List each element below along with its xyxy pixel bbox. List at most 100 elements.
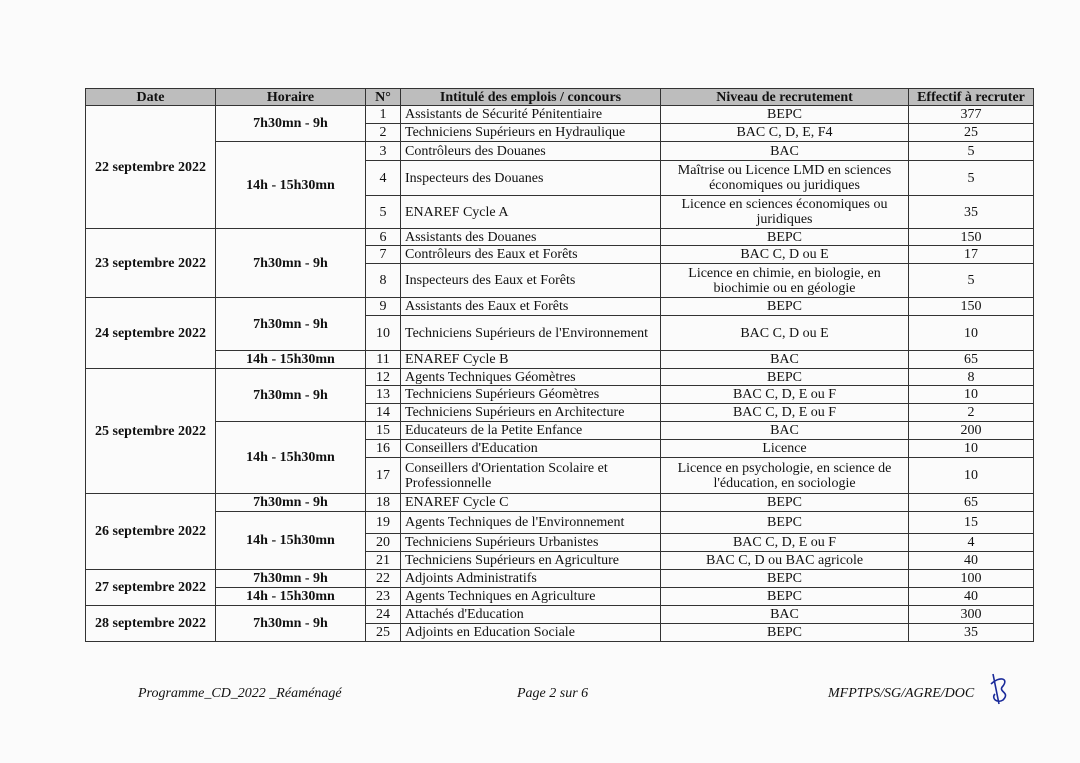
number-cell: 6 xyxy=(365,228,401,246)
table-row: 20 Techniciens Supérieurs Urbanistes BAC C… xyxy=(86,533,1034,552)
number-cell: 11 xyxy=(365,350,401,369)
number-cell: 12 xyxy=(365,368,401,386)
job-title-cell: Adjoints Administratifs xyxy=(400,569,661,588)
job-title-cell: Conseillers d'Orientation Scolaire et Pr… xyxy=(400,457,661,494)
time-slot-cell: 7h30mn - 9h xyxy=(215,105,366,142)
count-cell: 4 xyxy=(908,533,1034,552)
count-cell: 40 xyxy=(908,551,1034,570)
time-slot-cell: 7h30mn - 9h xyxy=(215,228,366,298)
count-cell: 15 xyxy=(908,511,1034,534)
time-slot-cell: 7h30mn - 9h xyxy=(215,569,366,588)
footer-reference: MFPTPS/SG/AGRE/DOC xyxy=(828,686,975,701)
count-cell: 8 xyxy=(908,368,1034,386)
table-row: 23 septembre 2022 7h30mn - 9h 6 Assistants … xyxy=(85,228,1034,298)
level-cell: BEPC xyxy=(660,368,909,386)
time-slot-cell: 7h30mn - 9h xyxy=(215,605,366,642)
number-cell: 10 xyxy=(365,315,401,351)
header-number: N° xyxy=(365,88,401,106)
number-cell: 4 xyxy=(365,160,401,196)
count-cell: 10 xyxy=(908,385,1034,404)
job-title-cell: Techniciens Supérieurs en Architecture xyxy=(400,403,661,422)
time-slot-cell: 7h30mn - 9h xyxy=(215,297,366,351)
level-cell: Licence en chimie, en biologie, en bioch… xyxy=(660,263,909,298)
count-cell: 5 xyxy=(908,141,1034,161)
level-cell: BEPC xyxy=(660,511,909,534)
exam-schedule-table: Date Horaire N° Intitulé des emplois / c… xyxy=(85,88,1034,642)
count-cell: 10 xyxy=(908,439,1034,458)
table-row: 14h - 15h30mn 15 Educateurs de la Petite E… xyxy=(86,421,1034,494)
count-cell: 5 xyxy=(908,263,1034,298)
job-title-cell: Contrôleurs des Douanes xyxy=(400,141,661,161)
count-cell: 17 xyxy=(908,245,1034,264)
number-cell: 22 xyxy=(365,569,401,588)
date-cell: 24 septembre 2022 xyxy=(85,297,216,369)
number-cell: 2 xyxy=(365,123,401,142)
number-cell: 8 xyxy=(365,263,401,298)
table-row: 14h - 15h30mn 11 ENAREF Cycle B BAC 65 xyxy=(86,350,1034,369)
count-cell: 150 xyxy=(908,228,1034,246)
number-cell: 1 xyxy=(365,105,401,124)
job-title-cell: Techniciens Supérieurs Géomètres xyxy=(400,385,661,404)
level-cell: BEPC xyxy=(660,228,909,246)
count-cell: 25 xyxy=(908,123,1034,142)
header-level: Niveau de recrutement xyxy=(660,88,909,106)
count-cell: 35 xyxy=(908,623,1034,642)
number-cell: 19 xyxy=(365,511,401,534)
job-title-cell: Assistants des Douanes xyxy=(400,228,661,246)
level-cell: BEPC xyxy=(660,587,909,606)
job-title-cell: Techniciens Supérieurs Urbanistes xyxy=(400,533,661,552)
number-cell: 3 xyxy=(365,141,401,161)
date-cell: 22 septembre 2022 xyxy=(85,105,216,229)
count-cell: 65 xyxy=(908,350,1034,369)
table-row: 26 septembre 2022 7h30mn - 9h 18 ENAREF Cyc… xyxy=(85,493,1034,570)
table-row: 27 septembre 2022 7h30mn - 9h 22 Adjoints A… xyxy=(85,569,1034,606)
number-cell: 25 xyxy=(365,623,401,642)
count-cell: 150 xyxy=(908,297,1034,316)
table-row: 25 septembre 2022 7h30mn - 9h 12 Agents Tec… xyxy=(85,368,1034,494)
number-cell: 20 xyxy=(365,533,401,552)
job-title-cell: Techniciens Supérieurs en Hydraulique xyxy=(400,123,661,142)
level-cell: BAC C, D ou BAC agricole xyxy=(660,551,909,570)
header-count: Effectif à recruter xyxy=(908,88,1034,106)
level-cell: BAC C, D ou E xyxy=(660,315,909,351)
number-cell: 15 xyxy=(365,421,401,440)
level-cell: BEPC xyxy=(660,493,909,512)
footer-page-number: Page 2 sur 6 xyxy=(517,686,589,701)
job-title-cell: ENAREF Cycle A xyxy=(400,195,661,229)
count-cell: 10 xyxy=(908,457,1034,494)
level-cell: BAC xyxy=(660,421,909,440)
count-cell: 35 xyxy=(908,195,1034,229)
time-slot-cell: 7h30mn - 9h xyxy=(215,368,366,422)
table-row: 25 Adjoints en Education Sociale BEPC 35 xyxy=(86,623,1034,642)
table-row: 14h - 15h30mn 23 Agents Techniques en Agri… xyxy=(86,587,1034,606)
time-slot-cell: 14h - 15h30mn xyxy=(215,141,366,229)
table-row: 14h - 15h30mn 19 Agents Techniques de l'En… xyxy=(86,511,1034,570)
job-title-cell: Agents Techniques de l'Environnement xyxy=(400,511,661,534)
job-title-cell: Inspecteurs des Douanes xyxy=(400,160,661,196)
date-cell: 25 septembre 2022 xyxy=(85,368,216,494)
level-cell: BAC C, D, E ou F xyxy=(660,533,909,552)
job-title-cell: Agents Techniques Géomètres xyxy=(400,368,661,386)
date-cell: 23 septembre 2022 xyxy=(85,228,216,298)
job-title-cell: ENAREF Cycle B xyxy=(400,350,661,369)
level-cell: Licence en psychologie, en science de l'… xyxy=(660,457,909,494)
job-title-cell: Adjoints en Education Sociale xyxy=(400,623,661,642)
level-cell: Maîtrise ou Licence LMD en sciences écon… xyxy=(660,160,909,196)
count-cell: 2 xyxy=(908,403,1034,422)
table-row: 14h - 15h30mn 3 Contrôleurs des Douanes BAC… xyxy=(86,141,1034,229)
job-title-cell: Contrôleurs des Eaux et Forêts xyxy=(400,245,661,264)
table-row: 5 ENAREF Cycle A Licence en sciences écono… xyxy=(86,195,1034,229)
level-cell: Licence xyxy=(660,439,909,458)
footer-document-name: Programme_CD_2022 _Réaménagé xyxy=(138,686,342,701)
header-date: Date xyxy=(85,88,216,106)
job-title-cell: Techniciens Supérieurs de l'Environnemen… xyxy=(400,315,661,351)
job-title-cell: Assistants de Sécurité Pénitentiaire xyxy=(400,105,661,124)
job-title-cell: Assistants des Eaux et Forêts xyxy=(400,297,661,316)
table-row: 13 Techniciens Supérieurs Géomètres BAC C,… xyxy=(86,385,1034,404)
table-row: 7 Contrôleurs des Eaux et Forêts BAC C, D … xyxy=(86,245,1034,264)
table-row: 21 Techniciens Supérieurs en Agriculture B… xyxy=(86,551,1034,570)
job-title-cell: ENAREF Cycle C xyxy=(400,493,661,512)
date-cell: 27 septembre 2022 xyxy=(85,569,216,606)
level-cell: BAC xyxy=(660,141,909,161)
